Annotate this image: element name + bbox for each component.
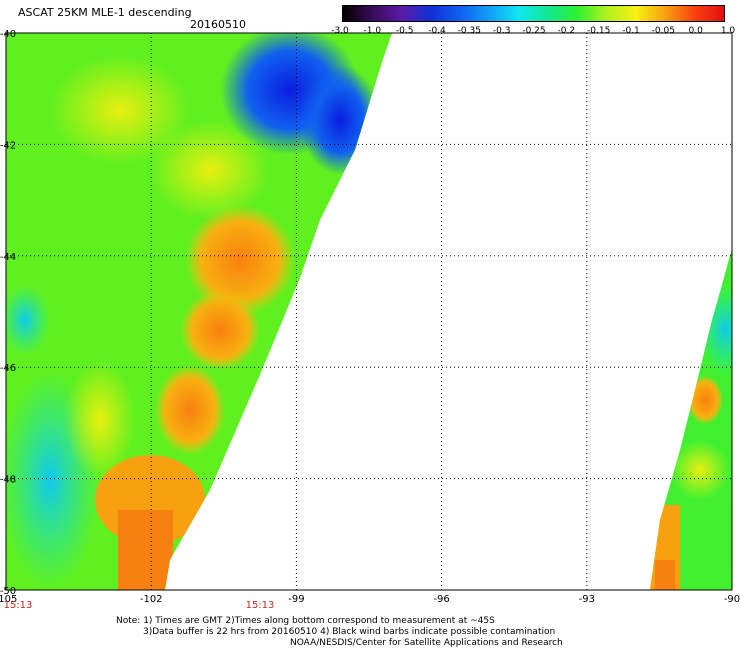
- color-scale-label: -0.35: [457, 26, 481, 36]
- map-title: ASCAT 25KM MLE-1 descending: [18, 6, 192, 19]
- note-line-1: Note: 1) Times are GMT 2)Times along bot…: [116, 616, 495, 626]
- gridlines: [6, 33, 732, 590]
- color-scale-label: -0.05: [651, 26, 675, 36]
- color-scale-label: -0.1: [622, 26, 640, 36]
- x-tick-labels: -105 -102 -99 -96 -93 -90: [0, 594, 740, 605]
- color-scale-label: -0.5: [395, 26, 414, 36]
- color-scale-bar: [342, 5, 725, 22]
- x-tick-label: -93: [579, 594, 595, 605]
- y-tick-label: -40: [0, 29, 16, 40]
- map-date: 20160510: [190, 18, 246, 31]
- note-line-2: 3)Data buffer is 22 hrs from 20160510 4)…: [143, 627, 556, 637]
- time-labels: 15:13 15:13: [4, 600, 275, 611]
- x-tick-label: -90: [724, 594, 740, 605]
- color-scale-label: -0.2: [557, 26, 576, 36]
- color-scale-label: -0.25: [522, 26, 546, 36]
- note-line-3: NOAA/NESDIS/Center for Satellite Applica…: [290, 638, 563, 648]
- data-swath-east: [650, 248, 732, 590]
- y-tick-label: -42: [0, 140, 16, 151]
- y-tick-labels: -40 -42 -44 -46 -48 -50: [0, 29, 16, 597]
- data-swath-west: [6, 33, 392, 590]
- color-scale-label: -1.0: [363, 26, 382, 36]
- x-tick-label: -105: [0, 594, 17, 605]
- color-scale-label: 0.0: [688, 26, 703, 36]
- y-tick-label: -50: [0, 586, 16, 597]
- color-scale-label: -0.4: [428, 26, 446, 36]
- color-scale-label: -0.3: [492, 26, 511, 36]
- time-label: 15:13: [4, 600, 33, 611]
- x-tick-label: -96: [433, 594, 449, 605]
- color-scale-label: -0.15: [587, 26, 611, 36]
- x-tick-label: -102: [140, 594, 163, 605]
- color-scale-label: -3.0: [331, 26, 349, 36]
- color-scale-label: 1.0: [720, 26, 736, 36]
- time-label: 15:13: [246, 600, 275, 611]
- y-tick-label: -48: [0, 475, 16, 486]
- color-scale-labels: -3.0 -1.0 -0.5 -0.4 -0.35 -0.3 -0.25 -0.2 -0.15 -…: [330, 26, 740, 38]
- y-tick-label: -44: [0, 252, 16, 263]
- x-tick-label: -99: [288, 594, 304, 605]
- y-tick-label: -46: [0, 363, 16, 374]
